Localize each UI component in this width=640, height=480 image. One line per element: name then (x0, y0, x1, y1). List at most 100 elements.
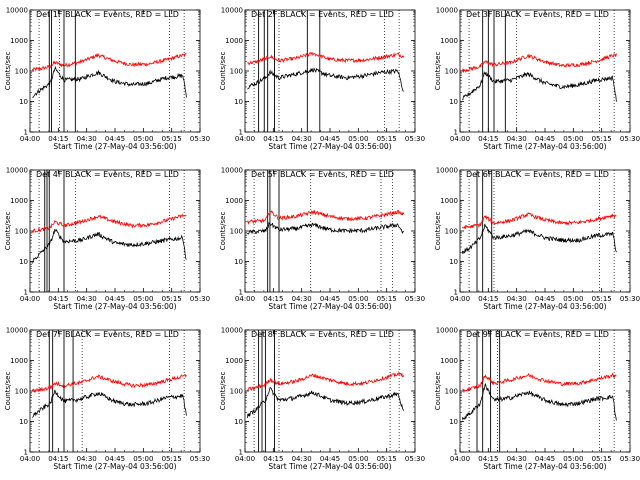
x-tick-label: 04:45 (105, 135, 125, 143)
x-tick-label: 05:00 (133, 295, 153, 303)
x-tick-label: 05:15 (377, 455, 397, 463)
events-series-line (246, 386, 405, 419)
x-tick-label: 05:30 (190, 135, 210, 143)
lld-series-line (246, 209, 405, 226)
x-tick-label: 05:00 (348, 135, 368, 143)
detector-panel-6: 1 10 100 1000 10000 04:00 04:15 04:30 04:45 05:00… (434, 167, 640, 312)
events-series-line (246, 221, 405, 235)
y-tick-label: 10 (449, 98, 458, 106)
detector-panel-4: 1 10 100 1000 10000 04:00 04:15 04:30 04:45 05:00… (4, 167, 210, 312)
x-tick-label: 05:15 (592, 455, 612, 463)
y-tick-label: 1 (239, 449, 243, 457)
x-tick-label: 05:30 (620, 295, 640, 303)
y-tick-label: 10000 (221, 167, 243, 175)
panel-title: Det 5F BLACK = Events, RED = LLD (251, 170, 394, 179)
x-axis-label: Start Time (27-May-04 03:56:00) (53, 302, 176, 311)
lld-series-line (31, 213, 187, 234)
x-tick-label: 04:00 (235, 135, 255, 143)
y-tick-label: 1 (239, 289, 243, 297)
x-tick-label: 04:00 (20, 135, 40, 143)
x-tick-label: 04:15 (478, 135, 498, 143)
detector-panel-7: 1 10 100 1000 10000 04:00 04:15 04:30 04:45 05:00… (4, 327, 210, 472)
plot-frame (459, 9, 631, 133)
x-tick-label: 04:30 (507, 455, 527, 463)
x-tick-label: 05:00 (563, 455, 583, 463)
x-tick-label: 04:45 (105, 295, 125, 303)
x-tick-label: 05:00 (563, 295, 583, 303)
events-series-line (461, 383, 617, 421)
x-tick-label: 04:30 (507, 135, 527, 143)
x-tick-label: 04:30 (77, 295, 97, 303)
y-tick-label: 1000 (440, 197, 458, 205)
x-tick-label: 05:00 (133, 135, 153, 143)
y-tick-label: 10 (449, 258, 458, 266)
y-tick-label: 1000 (440, 37, 458, 45)
detector-panel-9: 1 10 100 1000 10000 04:00 04:15 04:30 04:45 05:00… (434, 327, 640, 472)
lld-series-line (461, 53, 617, 74)
x-tick-label: 05:15 (377, 135, 397, 143)
y-axis-label: Counts/sec (434, 212, 442, 251)
x-tick-label: 05:00 (348, 295, 368, 303)
lld-series-line (31, 52, 187, 72)
y-axis-label: Counts/sec (434, 372, 442, 411)
x-tick-label: 04:00 (235, 295, 255, 303)
y-tick-label: 1 (454, 289, 458, 297)
y-tick-label: 10000 (6, 167, 28, 175)
x-tick-label: 05:30 (620, 455, 640, 463)
plot-frame (459, 329, 631, 453)
plot-frame (244, 169, 416, 293)
y-axis-label: Counts/sec (219, 372, 227, 411)
x-tick-label: 05:30 (190, 455, 210, 463)
y-tick-label: 100 (230, 68, 243, 76)
y-axis-label: Counts/sec (434, 52, 442, 91)
y-tick-label: 1 (454, 129, 458, 137)
x-tick-label: 04:45 (105, 455, 125, 463)
y-axis-label: Counts/sec (4, 52, 12, 91)
x-axis-label: Start Time (27-May-04 03:56:00) (268, 142, 391, 151)
x-axis-label: Start Time (27-May-04 03:56:00) (268, 462, 391, 471)
x-tick-label: 05:15 (162, 295, 182, 303)
panel-title: Det 2F BLACK = Events, RED = LLD (251, 10, 394, 19)
y-tick-label: 10 (19, 418, 28, 426)
x-tick-label: 04:15 (478, 455, 498, 463)
x-tick-label: 04:15 (478, 295, 498, 303)
y-axis-label: Counts/sec (219, 212, 227, 251)
x-tick-label: 05:15 (162, 455, 182, 463)
x-tick-label: 04:15 (48, 135, 68, 143)
lld-series-line (31, 374, 187, 393)
events-series-line (32, 65, 187, 98)
x-tick-label: 04:15 (48, 455, 68, 463)
lld-series-line (462, 372, 617, 394)
y-tick-label: 10000 (436, 7, 458, 15)
events-series-line (247, 67, 404, 92)
x-tick-label: 04:00 (450, 295, 470, 303)
y-tick-label: 10000 (6, 327, 28, 335)
y-tick-label: 1000 (225, 37, 243, 45)
y-axis-label: Counts/sec (4, 212, 12, 251)
y-tick-label: 100 (15, 68, 28, 76)
y-axis-label: Counts/sec (219, 52, 227, 91)
x-tick-label: 04:00 (20, 295, 40, 303)
y-tick-label: 1000 (10, 197, 28, 205)
x-tick-label: 04:30 (77, 455, 97, 463)
panel-title: Det 1F BLACK = Events, RED = LLD (36, 10, 179, 19)
detector-panel-5: 1 10 100 1000 10000 04:00 04:15 04:30 04:45 05:00… (219, 167, 425, 312)
y-tick-label: 1 (24, 449, 28, 457)
x-tick-label: 05:00 (133, 455, 153, 463)
detector-panel-2: 1 10 100 1000 10000 04:00 04:15 04:30 04:45 05:00… (219, 7, 425, 152)
x-tick-label: 05:00 (348, 455, 368, 463)
plot-frame (244, 329, 416, 453)
y-tick-label: 1 (239, 129, 243, 137)
y-tick-label: 10000 (436, 327, 458, 335)
x-tick-label: 05:00 (563, 135, 583, 143)
events-series-line (461, 223, 617, 255)
x-tick-label: 04:45 (535, 295, 555, 303)
y-tick-label: 10 (19, 258, 28, 266)
y-tick-label: 100 (230, 388, 243, 396)
events-series-line (32, 389, 187, 418)
y-tick-label: 10 (19, 98, 28, 106)
y-tick-label: 10 (234, 258, 243, 266)
y-tick-label: 1000 (10, 357, 28, 365)
x-tick-label: 04:30 (507, 295, 527, 303)
